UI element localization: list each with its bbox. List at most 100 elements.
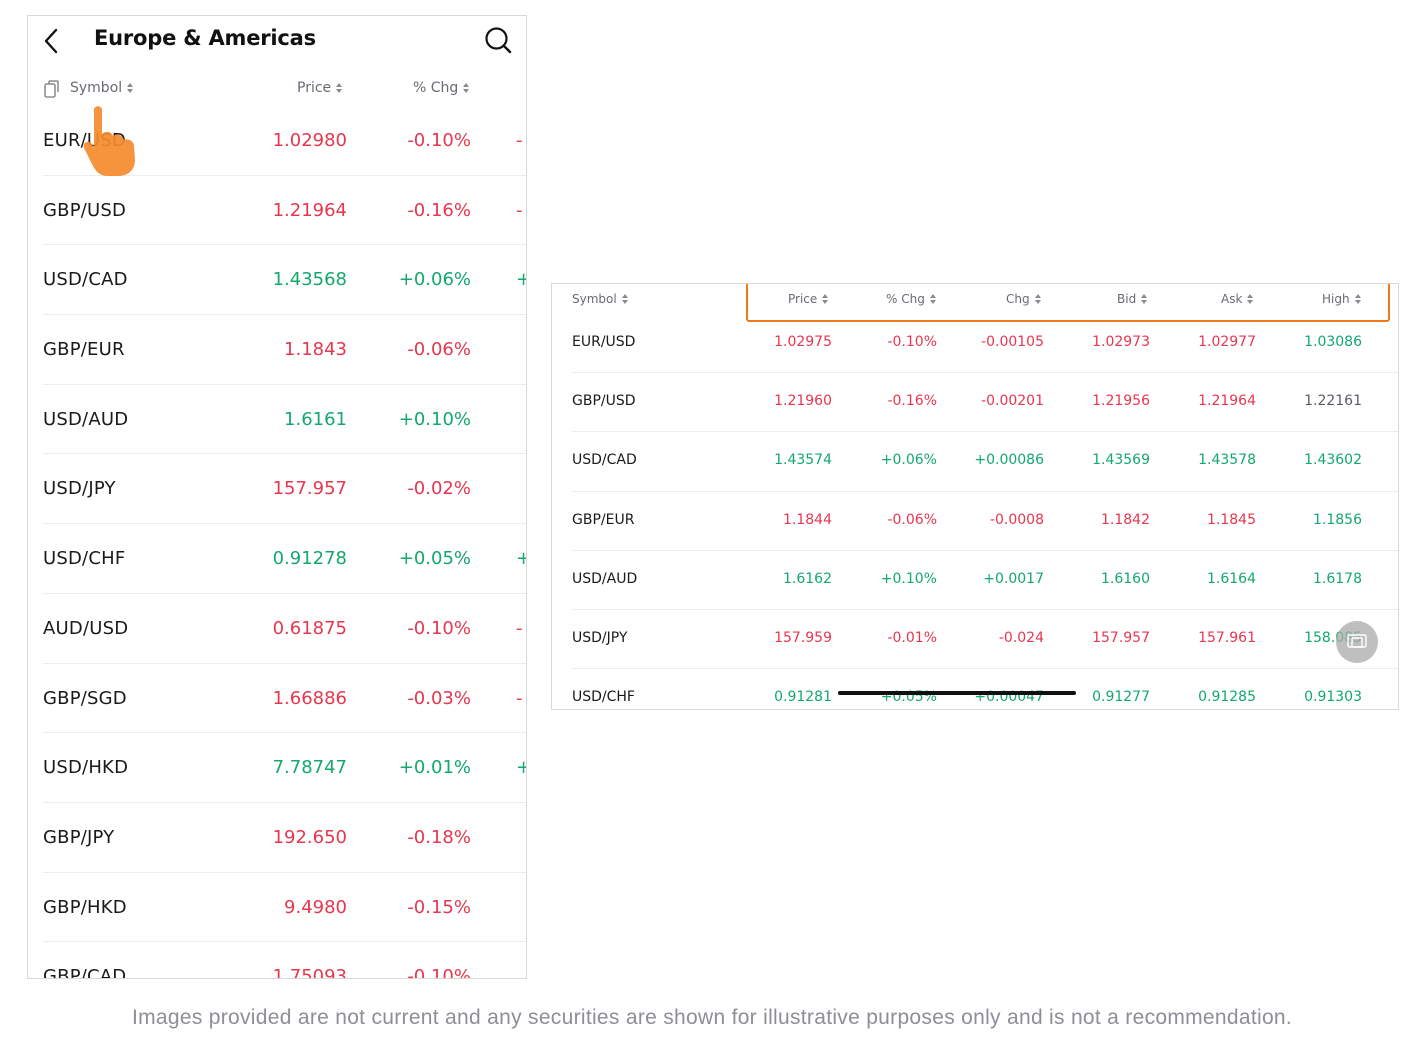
- symbol-text: USD/CHF: [572, 689, 635, 706]
- search-icon[interactable]: [484, 26, 512, 54]
- bid-value: 1.1842: [1101, 511, 1150, 528]
- truncated-column-value: +: [516, 269, 526, 290]
- price-value: 1.6161: [284, 408, 347, 430]
- screen-mirror-button[interactable]: [1336, 621, 1378, 663]
- pct-change-value: -0.10%: [407, 617, 471, 639]
- chg-value: -0.00201: [981, 393, 1044, 410]
- price-value: 1.1843: [284, 339, 347, 361]
- list-item[interactable]: GBP/EUR 1.1843 -0.06%: [28, 315, 526, 385]
- home-indicator[interactable]: [838, 691, 1076, 695]
- chg-value: +0.00086: [974, 452, 1044, 469]
- price-value: 9.4980: [284, 896, 347, 918]
- sort-high-header[interactable]: High: [1322, 292, 1361, 306]
- quote-table-body: EUR/USD 1.02975 -0.10% -0.00105 1.02973 1.029…: [552, 314, 1398, 709]
- truncated-column-value: -: [516, 199, 523, 221]
- list-item[interactable]: USD/CAD 1.43568 +0.06% +: [28, 245, 526, 315]
- list-item[interactable]: GBP/SGD 1.66886 -0.03% -: [28, 664, 526, 734]
- list-item[interactable]: GBP/JPY 192.650 -0.18%: [28, 803, 526, 873]
- table-row[interactable]: USD/JPY 157.959 -0.01% -0.024 157.957 157.961…: [552, 610, 1398, 670]
- price-value: 1.21960: [774, 393, 832, 410]
- page-header: Europe & Americas: [28, 16, 526, 66]
- truncated-column-value: -: [516, 130, 523, 151]
- pct-chg-header-label: % Chg: [413, 80, 459, 96]
- list-item[interactable]: USD/AUD 1.6161 +0.10%: [28, 385, 526, 455]
- symbol-text: GBP/EUR: [43, 339, 125, 361]
- sort-bid-header[interactable]: Bid: [1117, 292, 1148, 306]
- high-value: 1.03086: [1304, 334, 1362, 350]
- list-item[interactable]: GBP/CAD 1.75093 -0.10%: [28, 942, 526, 979]
- high-value: 1.6178: [1313, 570, 1362, 587]
- symbol-text: USD/JPY: [43, 478, 116, 500]
- table-row[interactable]: USD/CHF 0.91281 +0.05% +0.00047 0.91277 0.912…: [552, 669, 1398, 709]
- sort-chg-header[interactable]: Chg: [1006, 292, 1041, 306]
- sort-price-header[interactable]: Price: [788, 292, 829, 306]
- price-value: 1.21964: [272, 199, 347, 221]
- table-row[interactable]: EUR/USD 1.02975 -0.10% -0.00105 1.02973 1.029…: [552, 314, 1398, 374]
- symbol-text: AUD/USD: [43, 617, 129, 639]
- sort-price-header[interactable]: Price: [297, 80, 343, 96]
- pct-value: +0.10%: [880, 570, 937, 587]
- pct-value: -0.16%: [887, 393, 937, 410]
- price-value: 0.91281: [774, 689, 832, 706]
- sort-pct-chg-header[interactable]: % Chg: [413, 80, 470, 96]
- price-value: 1.43574: [774, 452, 832, 469]
- column-header-row: Symbol Price % Chg: [28, 78, 526, 104]
- sort-arrows-icon: [336, 83, 343, 93]
- symbol-text: USD/CAD: [572, 452, 637, 469]
- symbol-text: USD/CAD: [43, 269, 128, 291]
- pct-chg-header-label: % Chg: [886, 292, 925, 306]
- bid-value: 0.91277: [1092, 689, 1150, 706]
- bid-value: 1.6160: [1101, 570, 1150, 587]
- price-value: 0.91278: [272, 548, 347, 570]
- ask-value: 1.6164: [1207, 570, 1256, 587]
- ask-value: 1.02977: [1198, 334, 1256, 350]
- symbol-text: GBP/HKD: [43, 896, 127, 918]
- pct-change-value: -0.03%: [407, 687, 471, 709]
- chevron-left-icon[interactable]: [41, 27, 63, 55]
- list-item[interactable]: USD/CHF 0.91278 +0.05% +: [28, 524, 526, 594]
- table-row[interactable]: USD/AUD 1.6162 +0.10% +0.0017 1.6160 1.6164 1.…: [552, 551, 1398, 611]
- price-value: 1.43568: [272, 269, 347, 291]
- ask-value: 1.43578: [1198, 452, 1256, 469]
- high-value: 1.1856: [1313, 511, 1362, 528]
- symbol-text: GBP/SGD: [43, 687, 127, 709]
- price-value: 1.1844: [783, 511, 832, 528]
- pct-change-value: -0.10%: [407, 966, 471, 979]
- list-item[interactable]: USD/JPY 157.957 -0.02%: [28, 454, 526, 524]
- list-item[interactable]: USD/HKD 7.78747 +0.01% +: [28, 733, 526, 803]
- sort-pct-chg-header[interactable]: % Chg: [886, 292, 936, 306]
- screen-mirror-icon: [1347, 634, 1367, 648]
- sort-symbol-header[interactable]: Symbol: [572, 292, 628, 306]
- sort-arrows-icon: [822, 294, 829, 304]
- price-value: 1.75093: [272, 966, 347, 979]
- sort-symbol-header[interactable]: Symbol: [70, 80, 134, 96]
- pct-value: -0.10%: [887, 334, 937, 350]
- table-row[interactable]: GBP/USD 1.21960 -0.16% -0.00201 1.21956 1.219…: [552, 373, 1398, 433]
- pct-change-value: -0.10%: [407, 130, 471, 151]
- page-title: Europe & Americas: [94, 26, 316, 50]
- chg-value: -0.0008: [989, 511, 1044, 528]
- symbol-text: USD/CHF: [43, 548, 126, 570]
- copy-icon[interactable]: [44, 80, 60, 98]
- list-item[interactable]: GBP/USD 1.21964 -0.16% -: [28, 176, 526, 246]
- symbol-text: GBP/USD: [572, 393, 636, 410]
- list-item[interactable]: AUD/USD 0.61875 -0.10% -: [28, 594, 526, 664]
- sort-ask-header[interactable]: Ask: [1221, 292, 1254, 306]
- high-value: 1.43602: [1304, 452, 1362, 469]
- pct-value: -0.06%: [887, 511, 937, 528]
- pct-change-value: +0.01%: [398, 757, 471, 779]
- chg-value: -0.00105: [981, 334, 1044, 350]
- ask-value: 157.961: [1198, 629, 1256, 646]
- table-row[interactable]: USD/CAD 1.43574 +0.06% +0.00086 1.43569 1.435…: [552, 432, 1398, 492]
- price-value: 1.66886: [272, 687, 347, 709]
- table-row[interactable]: GBP/EUR 1.1844 -0.06% -0.0008 1.1842 1.1845 1.…: [552, 492, 1398, 551]
- pct-value: -0.01%: [887, 629, 937, 646]
- price-value: 1.6162: [783, 570, 832, 587]
- list-item[interactable]: GBP/HKD 9.4980 -0.15%: [28, 873, 526, 943]
- price-value: 0.61875: [272, 617, 347, 639]
- symbol-text: USD/HKD: [43, 757, 129, 779]
- landscape-quote-table: Symbol Price % Chg Chg Bid Ask High EUR/…: [551, 283, 1399, 710]
- truncated-column-value: +: [516, 757, 526, 778]
- sort-arrows-icon: [127, 83, 134, 93]
- symbol-text: GBP/CAD: [43, 966, 127, 979]
